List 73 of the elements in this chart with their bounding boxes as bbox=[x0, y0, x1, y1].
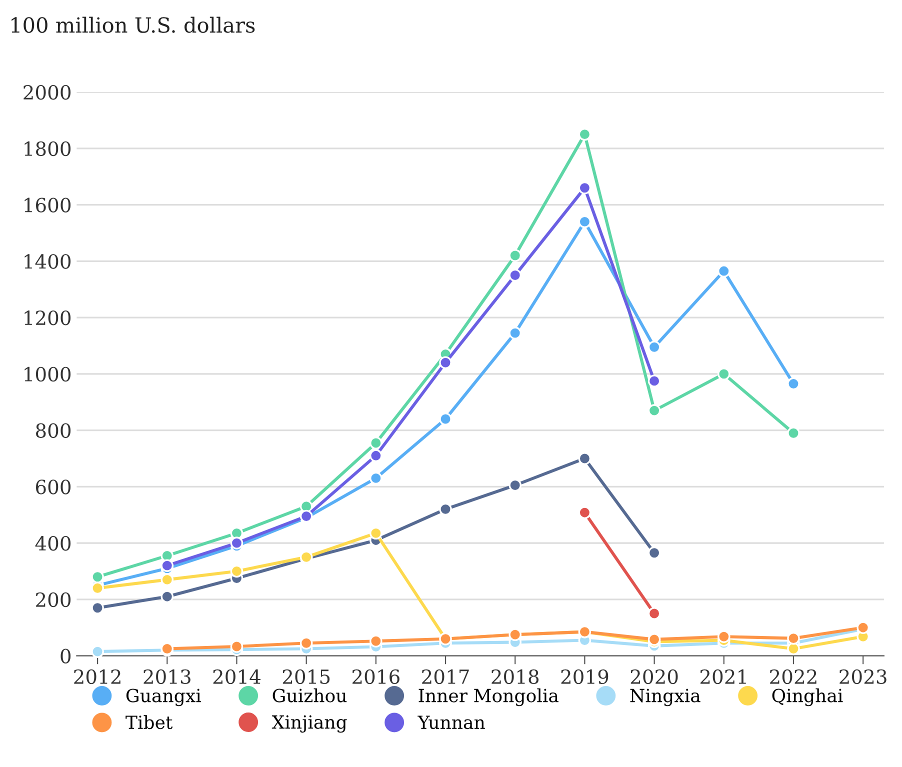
point bbox=[439, 412, 452, 426]
point bbox=[91, 601, 104, 614]
point bbox=[230, 564, 244, 578]
y-tick-label: 0 bbox=[60, 648, 71, 664]
legend-label: Yunnan bbox=[418, 716, 485, 730]
y-axis-title: 100 million U.S. dollars bbox=[12, 16, 255, 33]
x-tick-label: 2015 bbox=[282, 669, 330, 684]
point bbox=[718, 264, 730, 278]
point bbox=[91, 570, 104, 584]
y-tick-label: 400 bbox=[35, 536, 71, 551]
y-tick-label: 1800 bbox=[24, 141, 71, 156]
point bbox=[508, 268, 522, 282]
point bbox=[648, 633, 661, 646]
point bbox=[439, 356, 452, 370]
point bbox=[648, 607, 661, 620]
x-tick-label: 2023 bbox=[840, 669, 886, 684]
point bbox=[578, 128, 592, 141]
point bbox=[370, 449, 382, 462]
y-tick-label: 2000 bbox=[24, 84, 71, 100]
point bbox=[787, 632, 800, 645]
point bbox=[508, 478, 522, 492]
point bbox=[787, 426, 800, 440]
point bbox=[300, 636, 313, 650]
point bbox=[578, 181, 592, 194]
point bbox=[648, 404, 661, 417]
point bbox=[648, 374, 661, 388]
y-tick-label: 600 bbox=[36, 480, 71, 494]
x-tick-label: 2014 bbox=[213, 669, 260, 684]
point bbox=[370, 526, 382, 540]
x-tick-label: 2013 bbox=[144, 669, 190, 684]
point bbox=[439, 502, 452, 516]
legend-label: Ningxia bbox=[630, 688, 700, 706]
y-tick-label: 1600 bbox=[24, 198, 71, 212]
legend-label: Guizhou bbox=[272, 688, 347, 702]
point bbox=[230, 536, 244, 550]
point bbox=[91, 645, 104, 658]
y-tick-label: 200 bbox=[36, 592, 71, 608]
x-tick-label: 2020 bbox=[630, 669, 678, 684]
legend-label: Xinjiang bbox=[272, 715, 347, 733]
point bbox=[578, 452, 592, 465]
point bbox=[160, 590, 174, 603]
x-tick-label: 2018 bbox=[492, 669, 539, 684]
y-tick-label: 1400 bbox=[24, 254, 71, 269]
point bbox=[370, 634, 382, 648]
point bbox=[91, 582, 104, 595]
x-tick-label: 2019 bbox=[561, 669, 608, 684]
y-tick-label: 1000 bbox=[24, 366, 71, 382]
point bbox=[230, 640, 244, 653]
point bbox=[160, 573, 174, 586]
point bbox=[508, 249, 522, 262]
legend-label: Guangxi bbox=[126, 688, 201, 706]
point bbox=[718, 368, 730, 380]
y-tick-label: 800 bbox=[36, 423, 71, 438]
x-tick-label: 2012 bbox=[74, 669, 120, 684]
point bbox=[508, 326, 522, 340]
x-tick-label: 2017 bbox=[422, 669, 469, 684]
point bbox=[578, 506, 592, 519]
legend-label: Inner Mongolia bbox=[418, 688, 558, 706]
point bbox=[787, 377, 800, 390]
x-tick-label: 2021 bbox=[700, 669, 746, 684]
legend-label: Qinghai bbox=[772, 688, 843, 706]
point bbox=[718, 630, 730, 644]
x-tick-label: 2016 bbox=[352, 669, 400, 684]
point bbox=[648, 340, 661, 354]
point bbox=[787, 642, 800, 656]
x-tick-label: 2022 bbox=[770, 669, 816, 684]
point bbox=[578, 215, 592, 228]
point bbox=[370, 436, 382, 450]
point bbox=[648, 546, 661, 560]
point bbox=[370, 472, 382, 485]
y-tick-label: 1200 bbox=[24, 310, 71, 326]
point bbox=[160, 559, 174, 572]
legend-label: Tibet bbox=[126, 715, 173, 730]
